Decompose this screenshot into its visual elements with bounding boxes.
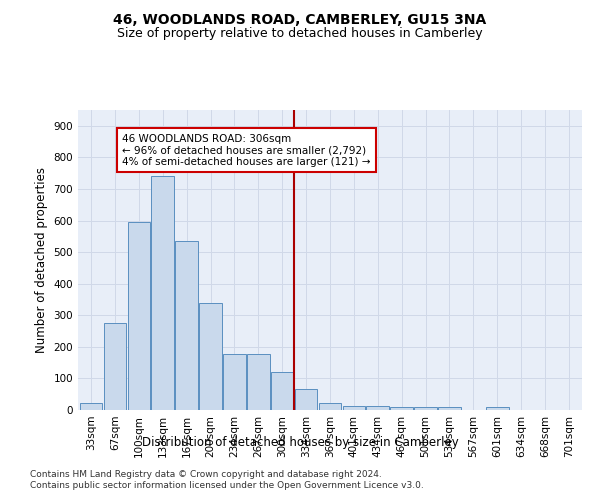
- Bar: [128, 222, 150, 410]
- Text: Contains HM Land Registry data © Crown copyright and database right 2024.: Contains HM Land Registry data © Crown c…: [30, 470, 382, 479]
- Text: Distribution of detached houses by size in Camberley: Distribution of detached houses by size …: [142, 436, 458, 449]
- Bar: [223, 354, 246, 410]
- Bar: [104, 323, 127, 410]
- Bar: [199, 302, 222, 410]
- Bar: [438, 408, 461, 410]
- Text: Contains public sector information licensed under the Open Government Licence v3: Contains public sector information licen…: [30, 481, 424, 490]
- Text: Size of property relative to detached houses in Camberley: Size of property relative to detached ho…: [117, 28, 483, 40]
- Bar: [391, 408, 413, 410]
- Bar: [175, 241, 198, 410]
- Bar: [295, 388, 317, 410]
- Bar: [367, 406, 389, 410]
- Text: 46 WOODLANDS ROAD: 306sqm
← 96% of detached houses are smaller (2,792)
4% of sem: 46 WOODLANDS ROAD: 306sqm ← 96% of detac…: [122, 134, 371, 167]
- Y-axis label: Number of detached properties: Number of detached properties: [35, 167, 48, 353]
- Bar: [343, 406, 365, 410]
- Bar: [151, 176, 174, 410]
- Bar: [247, 354, 269, 410]
- Bar: [486, 408, 509, 410]
- Bar: [271, 372, 293, 410]
- Bar: [414, 407, 437, 410]
- Text: 46, WOODLANDS ROAD, CAMBERLEY, GU15 3NA: 46, WOODLANDS ROAD, CAMBERLEY, GU15 3NA: [113, 12, 487, 26]
- Bar: [80, 403, 103, 410]
- Bar: [319, 403, 341, 410]
